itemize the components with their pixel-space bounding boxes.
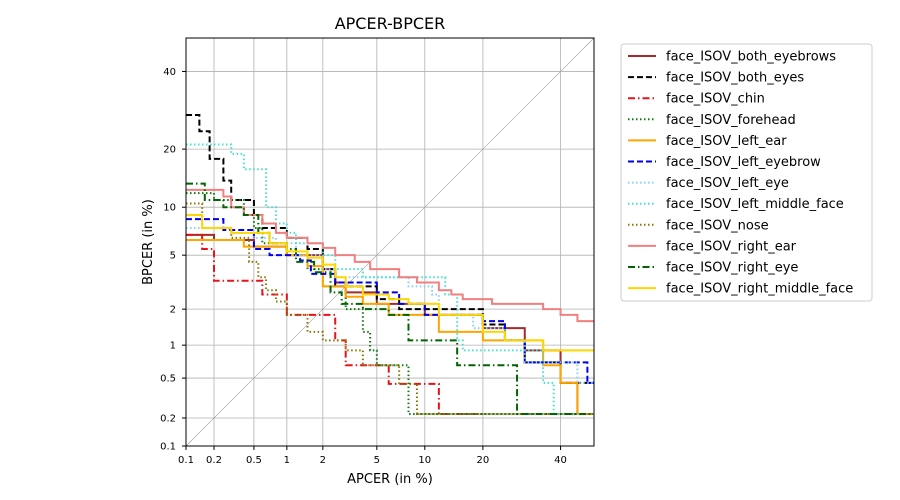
legend-label: face_ISOV_chin — [666, 92, 765, 107]
y-axis-ticks: 0.1 0.2 0.5 1 2 5 10 20 40 — [160, 67, 186, 453]
chart-title: APCER-BPCER — [335, 14, 446, 33]
series-line-face-isov-left-ear — [186, 239, 594, 416]
y-tick-label: 1 — [170, 341, 176, 352]
y-tick-label: 0.1 — [160, 442, 176, 453]
y-tick-label: 0.5 — [160, 374, 176, 385]
legend-frame — [620, 43, 873, 302]
y-tick-label: 40 — [163, 67, 176, 78]
legend-label: face_ISOV_both_eyebrows — [666, 50, 836, 65]
x-tick-label: 40 — [554, 455, 567, 466]
x-tick-label: 20 — [477, 455, 490, 466]
y-tick-label: 20 — [163, 145, 176, 156]
legend-label: face_ISOV_right_ear — [666, 239, 797, 254]
legend-label: face_ISOV_nose — [666, 218, 769, 233]
plot-frame — [185, 37, 595, 447]
x-axis-ticks: 0.1 0.2 0.5 1 2 5 10 20 40 — [178, 446, 567, 466]
x-tick-label: 5 — [374, 455, 380, 466]
legend-label: face_ISOV_right_eye — [666, 261, 798, 276]
diagonal-line — [185, 37, 595, 447]
x-tick-label: 1 — [284, 455, 290, 466]
y-axis-label: BPCER (in %) — [141, 199, 156, 285]
series-layer — [186, 113, 594, 416]
x-tick-label: 10 — [418, 455, 431, 466]
series-line-face-isov-chin — [186, 233, 483, 416]
x-tick-label: 0.5 — [246, 455, 262, 466]
x-tick-label: 0.2 — [206, 455, 222, 466]
diagonal-reference-line — [185, 37, 595, 447]
legend-label: face_ISOV_forehead — [666, 113, 796, 128]
legend-label: face_ISOV_both_eyes — [666, 71, 804, 86]
legend-label: face_ISOV_left_middle_face — [666, 197, 844, 212]
legend-label: face_ISOV_left_ear — [666, 134, 787, 149]
series-line-face-isov-left-eye — [186, 227, 594, 384]
series-line-face-isov-both-eyebrows — [186, 233, 594, 416]
legend-label: face_ISOV_left_eye — [666, 176, 789, 191]
series-line-face-isov-right-eye — [186, 182, 594, 416]
y-tick-label: 0.2 — [160, 414, 176, 425]
series-line-face-isov-right-middle-face — [186, 214, 594, 352]
series-line-face-isov-both-eyes — [186, 113, 594, 384]
y-tick-label: 2 — [170, 305, 176, 316]
series-line-face-isov-left-middle-face — [186, 143, 594, 416]
series-line-face-isov-nose — [186, 202, 594, 416]
y-tick-label: 10 — [163, 203, 176, 214]
series-line-face-isov-left-eyebrow — [186, 218, 594, 384]
legend-label: face_ISOV_right_middle_face — [666, 282, 853, 297]
x-tick-label: 2 — [320, 455, 326, 466]
legend-label: face_ISOV_left_eyebrow — [666, 155, 821, 170]
y-tick-label: 5 — [170, 251, 176, 262]
x-tick-label: 0.1 — [178, 455, 194, 466]
x-axis-label: APCER (in %) — [347, 472, 433, 487]
legend: face_ISOV_both_eyebrows face_ISOV_both_ey… — [620, 43, 873, 302]
